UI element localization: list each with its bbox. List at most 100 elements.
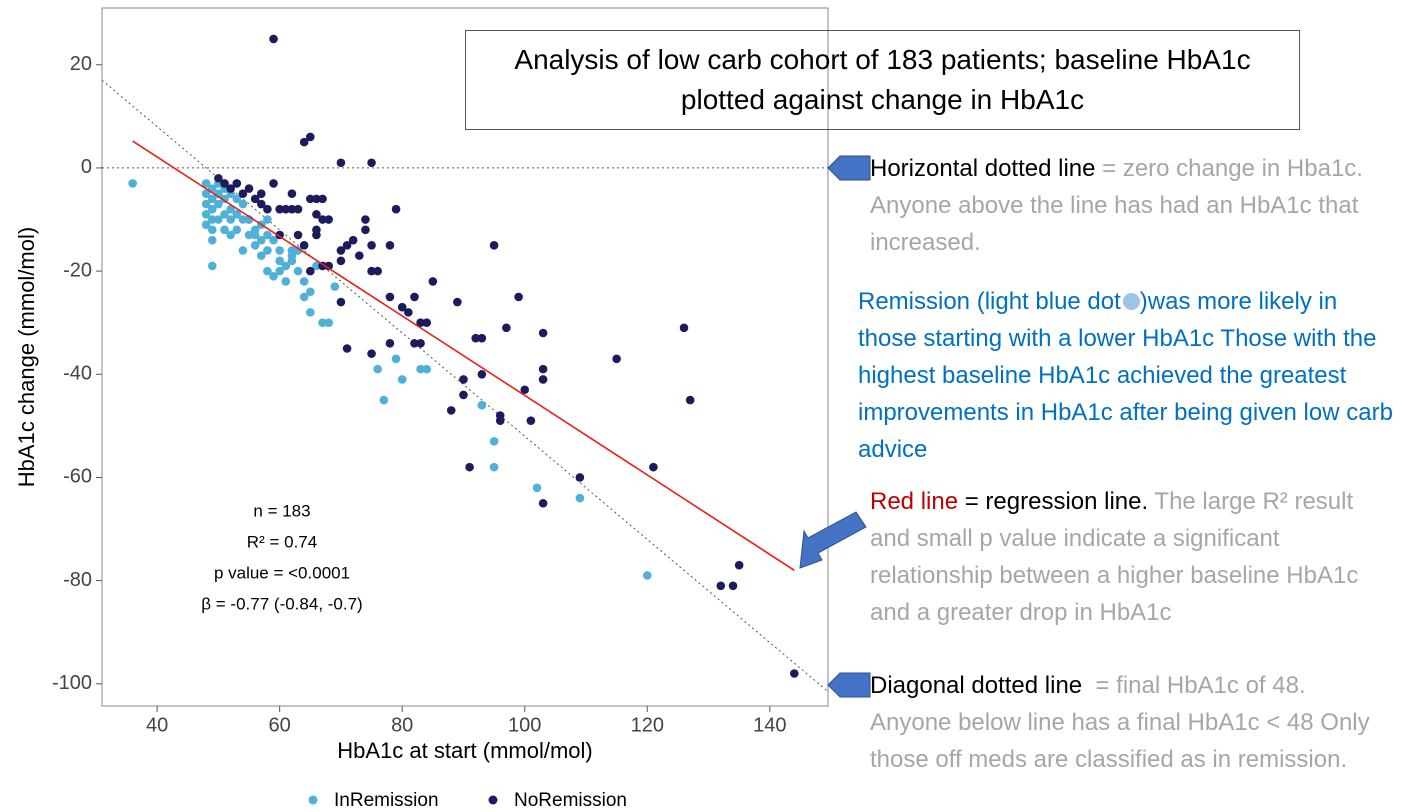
- point: [293, 204, 303, 214]
- point: [299, 137, 309, 147]
- point: [373, 364, 382, 374]
- point: [220, 179, 229, 188]
- stat-text: p value = <0.0001: [214, 563, 350, 582]
- point: [250, 225, 260, 235]
- regression-line: [132, 140, 795, 571]
- point: [385, 292, 395, 302]
- point: [422, 318, 432, 327]
- annotation-text: = regression line.: [958, 488, 1149, 515]
- point: [361, 225, 370, 235]
- point: [306, 287, 315, 297]
- point: [489, 462, 499, 472]
- point: [642, 571, 652, 580]
- point: [465, 462, 474, 472]
- annotation-text: Horizontal dotted line: [870, 155, 1096, 182]
- point: [385, 339, 395, 348]
- y-tick-label: -40: [63, 363, 92, 385]
- point: [293, 266, 303, 276]
- point: [538, 375, 548, 384]
- point: [201, 179, 211, 188]
- point: [238, 215, 248, 224]
- point: [373, 266, 382, 276]
- point: [318, 215, 327, 224]
- legend-label: NoRemission: [514, 790, 627, 811]
- point: [256, 235, 266, 245]
- y-tick-label: -80: [63, 569, 92, 591]
- point: [263, 266, 272, 276]
- point: [275, 204, 284, 214]
- stat-text: β = -0.77 (-0.84, -0.7): [201, 594, 362, 613]
- point: [287, 189, 297, 199]
- point: [410, 292, 419, 302]
- point: [226, 184, 235, 193]
- point: [514, 292, 523, 302]
- point: [232, 179, 242, 188]
- point: [306, 266, 315, 276]
- point: [391, 354, 401, 364]
- annotation: Remission (light blue dot)was more likel…: [858, 283, 1398, 468]
- points: [128, 34, 799, 678]
- point: [416, 364, 425, 374]
- point: [336, 256, 346, 266]
- point: [226, 230, 235, 240]
- point: [324, 215, 333, 224]
- point: [312, 194, 321, 204]
- point: [220, 225, 229, 235]
- point: [263, 204, 272, 214]
- final-line: [101, 79, 829, 692]
- point: [293, 230, 303, 240]
- point: [214, 173, 223, 183]
- point: [612, 354, 621, 364]
- point: [716, 581, 726, 591]
- annotation-text: The large R² result and small p value in…: [870, 488, 1365, 626]
- point: [312, 261, 321, 271]
- arrow: [827, 672, 871, 698]
- point: [232, 194, 242, 204]
- point: [471, 333, 481, 343]
- annotation-text: )was more likely in those starting with …: [858, 288, 1400, 463]
- point: [244, 230, 254, 240]
- point: [232, 210, 242, 219]
- point: [306, 308, 315, 317]
- point: [336, 246, 346, 255]
- point: [538, 498, 548, 508]
- point: [379, 395, 389, 405]
- point: [201, 220, 211, 229]
- point: [477, 400, 487, 410]
- x-tick-label: 60: [269, 714, 291, 736]
- point: [269, 235, 278, 245]
- annotation-text: Red line: [870, 488, 959, 515]
- legend-marker: [488, 795, 498, 805]
- point: [263, 215, 272, 224]
- annotation: Diagonal dotted line = final HbA1c of 48…: [870, 667, 1390, 778]
- point: [361, 215, 370, 224]
- y-tick-label: 20: [70, 53, 92, 75]
- point: [324, 318, 333, 327]
- point: [385, 241, 395, 250]
- point: [269, 34, 278, 44]
- point: [201, 210, 211, 219]
- point: [207, 215, 217, 224]
- point: [269, 179, 278, 188]
- y-tick-label: -20: [63, 259, 92, 281]
- legend-marker: [308, 795, 318, 805]
- point: [281, 204, 291, 214]
- annotation-text: = final HbA1c of 48. Anyone below line h…: [870, 672, 1377, 773]
- point: [477, 369, 487, 379]
- point: [306, 194, 315, 204]
- point: [207, 194, 217, 204]
- point: [330, 282, 340, 291]
- point: [238, 199, 248, 209]
- annotation-text: Diagonal dotted line: [870, 672, 1083, 699]
- point: [232, 225, 242, 235]
- plot-frame: [101, 7, 829, 707]
- point: [728, 581, 738, 591]
- point: [459, 390, 468, 400]
- point: [250, 194, 260, 204]
- dot-icon: [1122, 293, 1140, 310]
- y-tick-label: -60: [63, 466, 92, 488]
- arrow: [827, 155, 871, 181]
- point: [538, 364, 548, 374]
- point: [404, 308, 413, 317]
